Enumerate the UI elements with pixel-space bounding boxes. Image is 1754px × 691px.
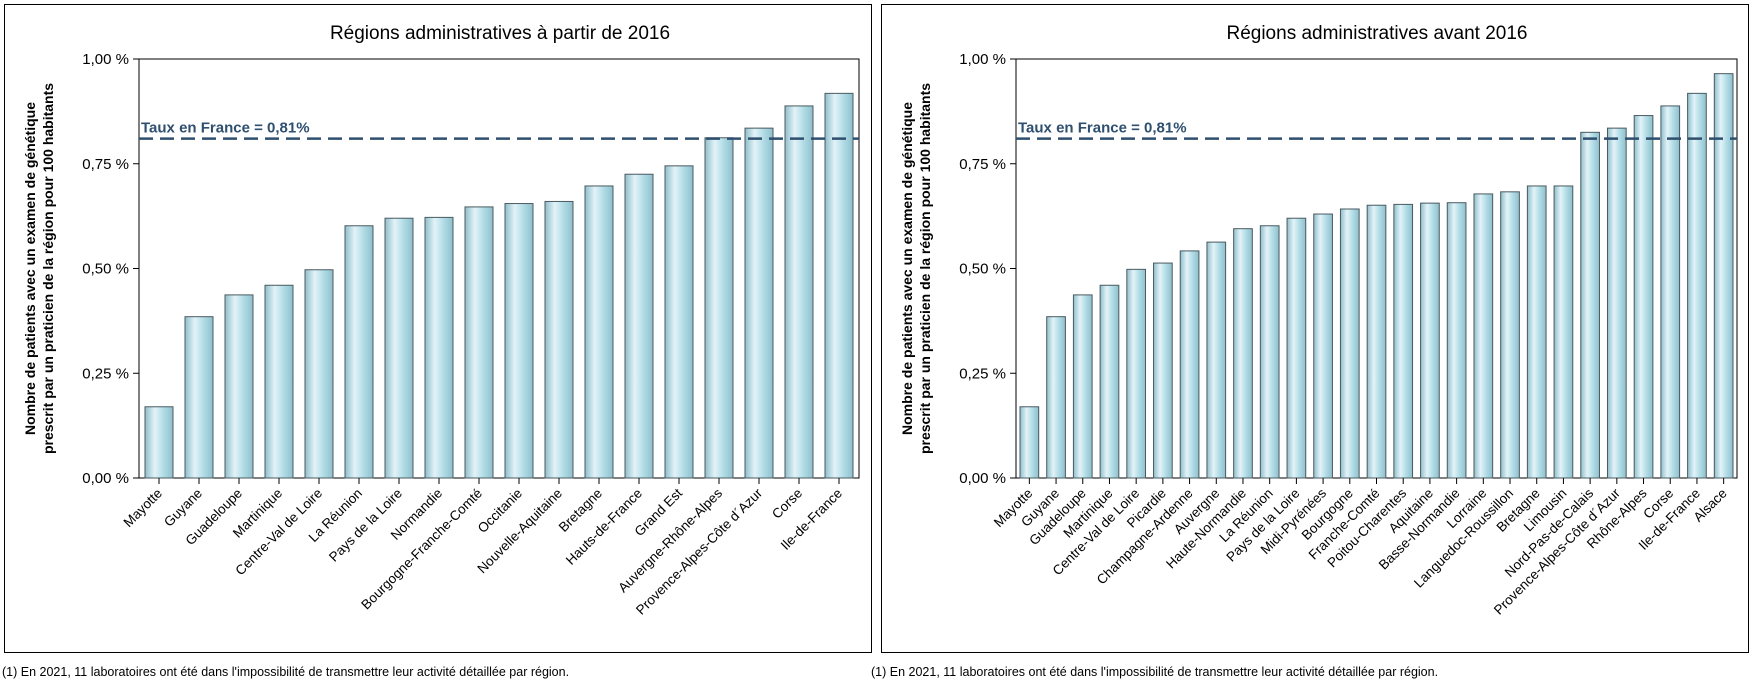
y-axis-label-line: Nombre de patients avec un examen de gén… [899,102,915,435]
bar-limousin [1553,185,1574,479]
bar-ile-de-france [824,92,854,479]
bar-auvergne-rhone-alpes [704,137,734,479]
bar-guadeloupe [1072,294,1093,479]
chart-title: Régions administratives avant 2016 [1226,23,1527,44]
y-tick-label: 0,25 % [82,365,129,382]
bar-alsace [1713,73,1734,479]
x-tick-label-corse: Corse [769,486,805,522]
y-tick-label: 0,00 % [82,470,129,487]
bar-pays-de-la-loire [1286,217,1307,479]
bar-haute-normandie [1233,228,1253,479]
bar-corse [1660,105,1681,479]
x-tick-label-pays-de-la-loire: Pays de la Loire [326,486,405,565]
y-axis-label: Nombre de patients avec un examen de gén… [22,83,56,454]
bar-martinique [264,284,294,479]
bar-midi-pyrenees [1313,213,1333,479]
chart-panel-regions-before-2016: Régions administratives avant 2016 0,00 %… [881,4,1749,653]
x-tick-label-mayotte: Mayotte [121,486,166,531]
bar-bourgogne [1339,208,1360,479]
y-tick-label: 0,50 % [82,261,129,278]
bar-corse [784,105,814,479]
bar-ile-de-france [1687,92,1707,479]
reference-line-label: Taux en France = 0,81% [141,120,310,137]
bar-chart-regions-2016: Régions administratives à partir de 2016… [22,23,860,618]
y-tick-label: 0,75 % [82,156,129,173]
bar-languedoc-roussillon [1500,191,1520,479]
bar-provence-alpes-cote-d-azur [1606,127,1627,479]
bar-nord-pas-de-calais [1580,131,1600,479]
y-tick-label: 0,25 % [959,365,1006,382]
bar-basse-normandie [1446,202,1467,479]
footnote-left: (1) En 2021, 11 laboratoires ont été dan… [2,665,570,679]
bar-pays-de-la-loire [384,217,414,479]
y-axis-label-line: prescrit par un praticien de la région p… [40,83,56,454]
bar-auvergne [1206,241,1227,479]
bar-bretagne [584,185,614,479]
y-tick-label: 0,00 % [959,470,1006,487]
bar-poitou-charentes [1393,203,1414,479]
bar-mayotte [1019,406,1040,479]
bar-provence-alpes-cote-d-azur [744,127,774,479]
bar-grand-est [664,165,694,479]
y-axis-label-line: prescrit par un praticien de la région p… [917,83,933,454]
bar-la-reunion [344,225,374,479]
footnote-right: (1) En 2021, 11 laboratoires ont été dan… [871,665,1439,679]
bar-chart-regions-before-2016: Régions administratives avant 2016 0,00 %… [899,23,1738,618]
bar-guyane [1046,316,1066,479]
bar-lorraine [1473,193,1494,479]
y-axis-label: Nombre de patients avec un examen de gén… [899,83,933,454]
chart-panel-regions-2016: Régions administratives à partir de 2016… [4,4,872,653]
bar-occitanie [504,203,534,479]
bar-normandie [424,216,454,479]
y-tick-label: 1,00 % [959,51,1006,68]
y-axis-label-line: Nombre de patients avec un examen de gén… [22,102,38,435]
bar-rhone-alpes [1633,115,1654,479]
bar-mayotte [144,406,174,479]
chart-title: Régions administratives à partir de 2016 [330,23,670,44]
bar-hauts-de-france [624,173,654,479]
y-tick-label: 0,50 % [959,261,1006,278]
bar-centre-val-de-loire [1126,268,1147,479]
bar-picardie [1153,262,1173,479]
y-tick-label: 1,00 % [82,51,129,68]
bar-aquitaine [1420,202,1440,479]
bar-guadeloupe [224,294,254,479]
bar-bretagne [1526,185,1547,479]
bar-bourgogne-franche-comte [464,206,494,479]
y-tick-label: 0,75 % [959,156,1006,173]
bar-centre-val-de-loire [304,269,334,479]
bar-martinique [1099,284,1120,479]
bar-franche-comte [1366,204,1387,479]
bar-nouvelle-aquitaine [544,200,574,479]
reference-line-label: Taux en France = 0,81% [1018,120,1187,137]
bar-guyane [184,316,214,479]
bar-champagne-ardenne [1179,250,1200,479]
bar-la-reunion [1259,225,1280,479]
